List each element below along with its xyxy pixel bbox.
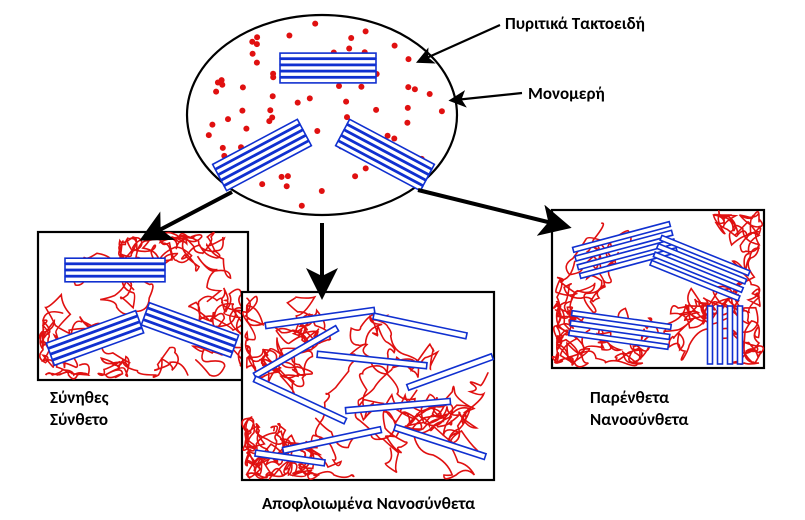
label-conventional-1: Σύνηθες (50, 388, 109, 408)
label-silicate-tactoids: Πυριτικά Τακτοειδή (505, 14, 645, 34)
label-monomers: Μονομερή (528, 84, 605, 104)
label-intercalated-1: Παρένθετα (590, 388, 669, 408)
diagram-canvas: Πυριτικά Τακτοειδή Μονομερή Σύνηθες Σύνθ… (0, 0, 805, 520)
label-exfoliated: Αποφλοιωμένα Νανοσύνθετα (262, 494, 475, 514)
figure-svg (0, 0, 805, 520)
label-conventional-2: Σύνθετο (50, 410, 108, 430)
label-intercalated-2: Νανοσύνθετα (590, 410, 689, 430)
